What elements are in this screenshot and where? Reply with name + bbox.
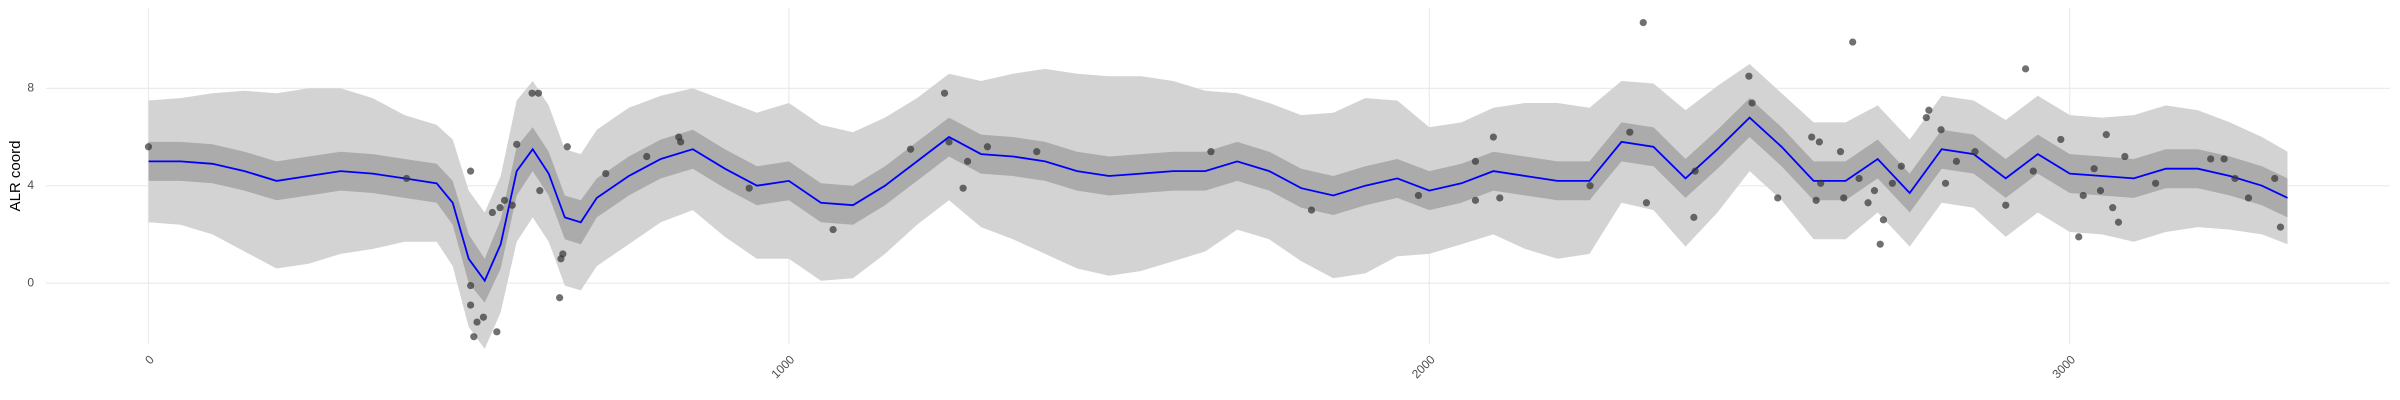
data-point	[745, 184, 753, 192]
data-point	[1870, 187, 1879, 195]
data-point	[2231, 174, 2239, 183]
data-point	[677, 138, 685, 146]
data-point	[144, 143, 153, 151]
data-point	[1307, 206, 1316, 214]
data-point	[513, 140, 521, 148]
data-point	[402, 174, 411, 183]
data-point	[2079, 191, 2087, 200]
data-point	[1840, 194, 1848, 202]
data-point	[1774, 194, 1782, 202]
data-point	[2207, 155, 2215, 163]
data-point	[1855, 174, 1863, 183]
data-point	[473, 318, 481, 326]
data-point	[643, 152, 651, 161]
data-point	[1414, 191, 1423, 200]
data-point	[1897, 162, 1905, 170]
data-point	[1836, 148, 1845, 156]
data-point	[983, 143, 992, 151]
data-point	[2057, 135, 2065, 144]
data-point	[1922, 113, 1930, 122]
data-point	[1691, 167, 1699, 175]
data-point	[2102, 131, 2110, 139]
data-point	[2021, 65, 2030, 73]
data-point	[1489, 133, 1497, 141]
data-point	[496, 204, 504, 212]
confidence-band	[148, 98, 2288, 303]
data-point	[1812, 196, 1820, 204]
data-point	[1626, 128, 1634, 136]
data-point	[602, 169, 610, 178]
data-point	[940, 89, 949, 97]
x-tick-label: 1000	[768, 352, 797, 381]
data-point	[1952, 157, 1961, 165]
data-point	[479, 313, 488, 321]
data-point	[1639, 19, 1647, 27]
data-point	[1642, 199, 1651, 207]
data-point	[2090, 165, 2098, 173]
data-point	[2002, 201, 2010, 209]
data-point	[2096, 187, 2105, 195]
data-point	[2244, 194, 2253, 202]
x-tick-label: 0	[142, 352, 157, 367]
data-point	[1690, 213, 1698, 221]
data-point	[467, 167, 475, 175]
data-point	[1496, 194, 1504, 202]
data-point	[470, 333, 478, 341]
data-point	[534, 89, 543, 97]
data-point	[1817, 179, 1825, 187]
data-point	[2075, 233, 2083, 241]
data-point	[1937, 126, 1945, 134]
data-point	[528, 89, 536, 97]
data-point	[829, 225, 837, 234]
x-tick-label: 3000	[2049, 352, 2078, 381]
data-point	[2114, 218, 2123, 226]
data-point	[1586, 182, 1594, 190]
data-point	[1941, 179, 1950, 187]
data-point	[2271, 174, 2279, 183]
data-point	[508, 201, 516, 209]
y-tick-label: 0	[27, 275, 34, 289]
data-point	[1864, 199, 1872, 207]
data-point	[2121, 152, 2129, 161]
data-point	[1033, 148, 1041, 156]
y-tick-label: 8	[27, 81, 34, 95]
data-point	[493, 328, 501, 336]
data-point	[2029, 167, 2037, 175]
data-point	[1876, 240, 1884, 248]
x-tick-label: 2000	[1409, 352, 1438, 381]
data-point	[1815, 138, 1823, 146]
data-point	[2152, 179, 2160, 187]
data-point	[1925, 106, 1933, 114]
data-point	[963, 157, 972, 165]
data-point	[559, 250, 567, 258]
fit-line	[148, 116, 2288, 283]
y-tick-label: 4	[27, 178, 34, 192]
data-point	[1745, 72, 1753, 80]
data-point	[500, 196, 509, 204]
data-point	[1888, 179, 1896, 187]
data-point	[488, 208, 496, 217]
data-point	[1471, 157, 1480, 165]
data-point	[2276, 223, 2285, 231]
data-point	[1849, 38, 1857, 46]
data-point	[1471, 196, 1480, 204]
data-point	[959, 184, 967, 192]
data-point	[556, 294, 564, 302]
data-point	[2220, 155, 2228, 163]
data-point	[906, 145, 915, 153]
data-point	[467, 301, 475, 309]
data-point	[536, 187, 544, 195]
data-point	[467, 281, 475, 290]
data-point	[945, 138, 953, 146]
y-axis-label: ALR coord	[7, 141, 24, 212]
data-point	[1808, 133, 1816, 141]
data-point	[1748, 99, 1756, 107]
data-point	[1971, 148, 1979, 156]
data-point	[2109, 204, 2117, 212]
data-point	[563, 143, 571, 151]
data-point	[1207, 148, 1215, 156]
data-point	[1879, 216, 1888, 224]
